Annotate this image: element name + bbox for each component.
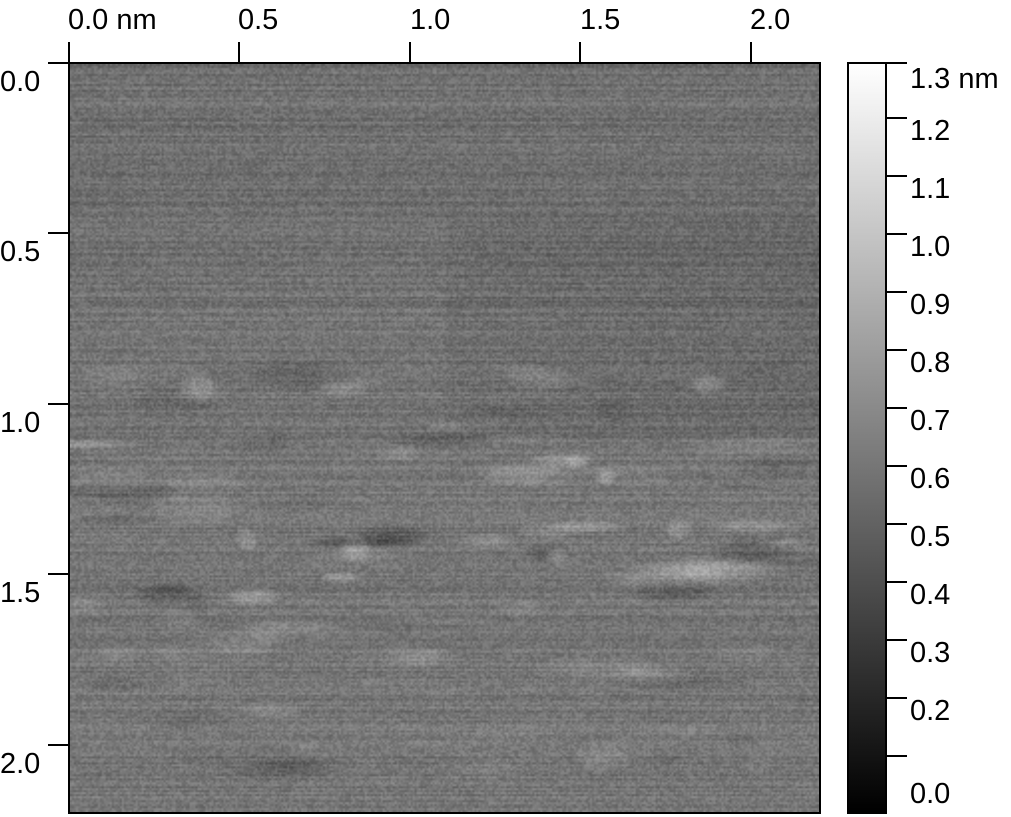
colorbar-label-3: 1.0 bbox=[910, 231, 951, 263]
x-tick-label-0: 0.0 nm bbox=[68, 4, 157, 36]
colorbar-tick-10 bbox=[887, 639, 907, 641]
colorbar-tick-11 bbox=[887, 697, 907, 699]
colorbar-label-6: 0.7 bbox=[910, 405, 951, 437]
colorbar-label-8: 0.5 bbox=[910, 521, 951, 553]
afm-height-map bbox=[68, 62, 821, 814]
colorbar-label-4: 0.9 bbox=[910, 289, 951, 321]
y-tick-2 bbox=[48, 403, 68, 405]
afm-height-map-canvas bbox=[70, 64, 819, 812]
colorbar-label-1: 1.2 bbox=[910, 115, 951, 147]
colorbar-label-2: 1.1 bbox=[910, 173, 951, 205]
colorbar-tick-4 bbox=[887, 291, 907, 293]
colorbar-label-0: 1.3 nm bbox=[910, 63, 999, 95]
colorbar-label-5: 0.8 bbox=[910, 347, 951, 379]
colorbar-tick-5 bbox=[887, 349, 907, 351]
x-tick-4 bbox=[750, 42, 752, 62]
colorbar-label-11: 0.2 bbox=[910, 695, 951, 727]
colorbar-tick-7 bbox=[887, 465, 907, 467]
colorbar-tick-2 bbox=[887, 175, 907, 177]
y-tick-label-0: 0.0 bbox=[0, 66, 41, 98]
colorbar-tick-6 bbox=[887, 407, 907, 409]
y-tick-label-4: 2.0 bbox=[0, 748, 41, 780]
x-tick-label-1: 0.5 bbox=[238, 4, 279, 36]
x-tick-3 bbox=[579, 42, 581, 62]
x-tick-1 bbox=[238, 42, 240, 62]
y-tick-label-1: 0.5 bbox=[0, 236, 41, 268]
colorbar-tick-8 bbox=[887, 523, 907, 525]
x-tick-0 bbox=[68, 42, 70, 62]
colorbar-label-10: 0.3 bbox=[910, 637, 951, 669]
colorbar-tick-9 bbox=[887, 581, 907, 583]
y-tick-label-3: 1.5 bbox=[0, 577, 41, 609]
colorbar-label-9: 0.4 bbox=[910, 579, 951, 611]
colorbar-tick-0 bbox=[887, 62, 907, 64]
y-tick-4 bbox=[48, 744, 68, 746]
y-tick-1 bbox=[48, 232, 68, 234]
x-tick-label-4: 2.0 bbox=[750, 4, 791, 36]
x-tick-label-3: 1.5 bbox=[580, 4, 621, 36]
height-colorbar bbox=[847, 62, 887, 814]
y-tick-3 bbox=[48, 573, 68, 575]
colorbar-tick-3 bbox=[887, 233, 907, 235]
x-tick-2 bbox=[409, 42, 411, 62]
colorbar-label-12: 0.0 bbox=[910, 778, 951, 810]
x-tick-label-2: 1.0 bbox=[410, 4, 451, 36]
y-tick-0 bbox=[48, 62, 68, 64]
y-tick-label-2: 1.0 bbox=[0, 407, 41, 439]
colorbar-label-7: 0.6 bbox=[910, 463, 951, 495]
colorbar-tick-12 bbox=[887, 755, 907, 757]
colorbar-tick-1 bbox=[887, 117, 907, 119]
